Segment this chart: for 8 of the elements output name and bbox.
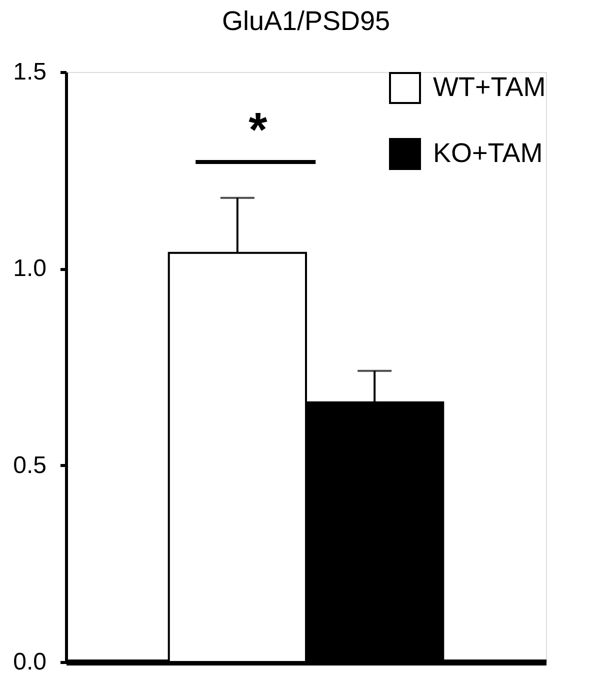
annotation: * — [248, 104, 268, 157]
y-tick-label: 1.5 — [13, 58, 46, 86]
y-tick-label: 0.5 — [13, 452, 46, 479]
y-tick-label: 0.0 — [13, 648, 46, 676]
legend-label: WT+TAM — [433, 72, 546, 102]
chart-title: GluA1/PSD95 — [222, 6, 390, 36]
legend-label: KO+TAM — [433, 138, 543, 168]
y-tick-label: 1.0 — [13, 255, 46, 282]
